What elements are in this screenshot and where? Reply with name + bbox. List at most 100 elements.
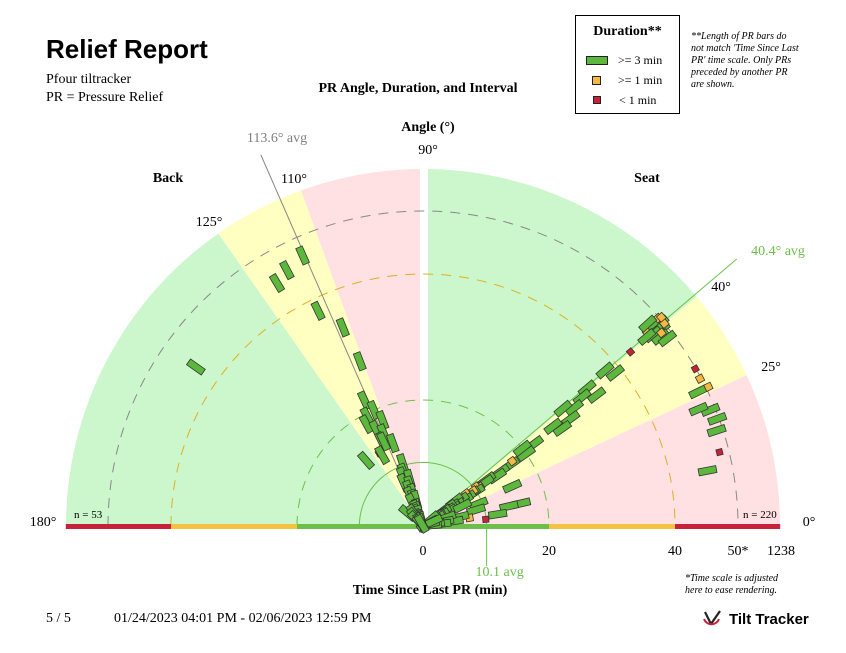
angle-axis-label: Angle (°) (401, 120, 455, 135)
seat-pr-mark-24 (625, 347, 636, 357)
duration-legend: Duration** >= 3 min >= 1 min < 1 min (575, 15, 680, 114)
back-pr-mark-18 (374, 445, 391, 466)
radius-tick-label-4: 1238 (767, 544, 795, 559)
seat-pr-mark-34 (543, 417, 563, 436)
brand: Tilt Tracker (702, 609, 809, 629)
seat-pr-mark-88 (481, 515, 490, 524)
date-range: 01/24/2023 04:01 PM - 02/06/2023 12:59 P… (114, 611, 372, 626)
back-angle-tick-0: 90° (418, 143, 438, 158)
legend-item-medium: >= 1 min (586, 72, 662, 88)
back-avg-angle-label: 113.6° avg (247, 131, 307, 146)
seat-angle-tick-0: 0° (803, 515, 816, 530)
checkmark-logo-icon (703, 610, 721, 626)
radius-tick-label-2: 40 (668, 544, 682, 559)
back-pr-mark-15 (385, 432, 400, 454)
seat-pr-mark-84 (502, 478, 523, 494)
chart-title: PR Angle, Duration, and Interval (318, 81, 517, 96)
legend-swatch-orange (592, 75, 601, 85)
back-n-count: n = 53 (74, 509, 103, 521)
back-angle-tick-2: 125° (196, 215, 223, 230)
seat-n-count: n = 220 (743, 509, 777, 521)
page-number: 5 / 5 (46, 611, 71, 626)
back-pr-mark-4 (310, 300, 326, 321)
seat-pr-mark-39 (506, 455, 518, 467)
seat-angle-tick-1: 25° (761, 360, 781, 375)
seat-pr-mark-26 (605, 364, 626, 382)
seat-pr-mark-86 (498, 500, 519, 513)
radius-tick-label-1: 20 (542, 544, 556, 559)
time-scale-note: *Time scale is adjusted here to ease ren… (685, 573, 779, 596)
center-divider (420, 165, 428, 526)
back-pr-mark-1 (279, 259, 295, 281)
seat-pr-mark-25 (595, 361, 615, 380)
seat-pr-mark-32 (553, 399, 573, 418)
back-pr-mark-5 (335, 317, 350, 338)
chart-labels: PR Angle, Duration, and Interval Angle (°… (30, 81, 816, 598)
seat-pr-mark-14 (700, 402, 721, 418)
radius-axis-label: Time Since Last PR (min) (353, 583, 508, 598)
back-pr-mark-3 (185, 358, 206, 376)
legend-item-long: >= 3 min (586, 52, 662, 68)
back-pr-mark-0 (295, 245, 310, 266)
avg-interval-ring (358, 461, 488, 527)
seat-angle-tick-2: 40° (711, 280, 731, 295)
seat-pr-mark-37 (512, 439, 533, 458)
back-pr-mark-19 (356, 450, 376, 471)
report-subtitle-device: Pfour tiltracker (46, 72, 132, 87)
bars-note: **Length of PR bars do not match 'Time S… (691, 31, 799, 90)
seat-pr-mark-30 (564, 398, 585, 417)
report-subtitle-pr-definition: PR = Pressure Relief (46, 90, 164, 105)
seat-pr-mark-27 (586, 386, 607, 404)
radius-axis-bar (65, 524, 781, 529)
seat-pr-mark-16 (697, 465, 718, 477)
back-zone-mid (218, 190, 423, 527)
seat-pr-mark-17 (694, 373, 706, 384)
ring-40 (170, 273, 676, 527)
back-angle-tick-1: 110° (281, 172, 307, 187)
axis-seg-left-20-40 (171, 524, 297, 529)
axis-seg-left-40-end (65, 524, 171, 529)
radius-tick-label-3: 50* (728, 544, 749, 559)
legend-label-medium: >= 1 min (618, 72, 663, 87)
seat-pr-mark-19 (715, 447, 724, 457)
legend-label-short: < 1 min (619, 92, 657, 107)
back-avg-angle-line (260, 154, 424, 527)
seat-pr-mark-9 (638, 314, 658, 333)
back-pr-mark-52 (413, 513, 430, 534)
seat-pr-mark-22 (706, 423, 727, 438)
back-pr-mark-2 (268, 272, 286, 294)
back-pr-mark-6 (352, 351, 367, 372)
axis-seg-right-40-end (675, 524, 781, 529)
legend-title: Duration** (593, 24, 662, 39)
seat-pr-mark-6 (637, 327, 657, 346)
seat-pr-mark-13 (657, 329, 678, 348)
pr-marks (185, 245, 728, 534)
avg-interval-label: 10.1 avg (476, 565, 524, 580)
radius-tick-label-0: 0 (420, 544, 427, 559)
back-group-label: Back (153, 171, 184, 186)
seat-pr-mark-11 (655, 327, 667, 339)
legend-item-short: < 1 min (586, 92, 656, 108)
back-angle-tick-3: 180° (30, 515, 57, 530)
ring-20 (296, 399, 550, 527)
back-pr-mark-16 (376, 431, 392, 452)
seat-pr-mark-87 (487, 508, 508, 520)
brand-name: Tilt Tracker (729, 610, 809, 628)
legend-label-long: >= 3 min (618, 52, 663, 67)
axis-seg-right-20-40 (549, 524, 675, 529)
back-zone-high (66, 233, 423, 526)
seat-pr-mark-15 (688, 401, 709, 417)
seat-group-label: Seat (634, 171, 660, 186)
axis-seg-left-0-20 (297, 524, 423, 529)
report-title: Relief Report (46, 34, 208, 64)
seat-pr-mark-92 (452, 498, 473, 514)
seat-pr-mark-18 (707, 412, 728, 426)
zone-background (66, 165, 780, 527)
legend-swatch-red (593, 96, 601, 104)
seat-pr-mark-23 (703, 381, 714, 393)
axis-seg-right-0-20 (423, 524, 549, 529)
seat-pr-mark-20 (690, 364, 700, 374)
seat-pr-mark-12 (655, 311, 667, 323)
